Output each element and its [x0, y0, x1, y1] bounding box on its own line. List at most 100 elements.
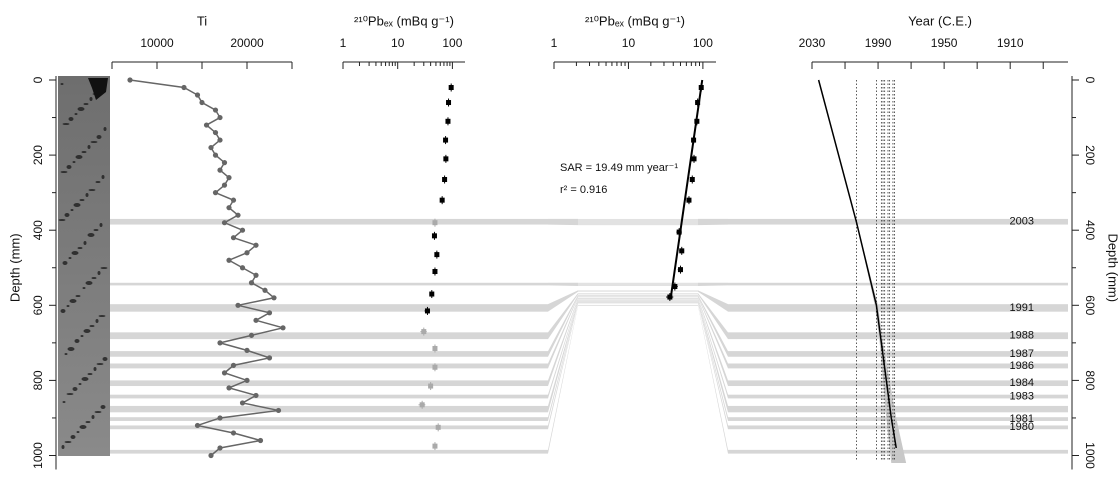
core-spot	[89, 189, 96, 191]
ti-point	[222, 370, 227, 375]
core-spot	[99, 315, 106, 317]
ti-point	[217, 168, 222, 173]
pb-point	[432, 269, 437, 274]
event-band-taper	[548, 298, 578, 386]
core-spot	[101, 267, 108, 269]
event-year-label: 1984	[1010, 377, 1034, 389]
core-spot	[92, 277, 97, 279]
pb-point	[425, 308, 430, 313]
ti-point	[240, 400, 245, 405]
ti-point	[217, 115, 222, 120]
x-tick-label: 10000	[140, 36, 174, 50]
core-spot	[96, 319, 99, 323]
ti-point	[208, 453, 213, 458]
core-spot	[67, 165, 72, 169]
core-spot	[97, 363, 104, 365]
ti-point	[244, 250, 249, 255]
event-band	[110, 283, 548, 286]
panel-title: Year (C.E.)	[908, 13, 972, 28]
fit-line	[671, 80, 702, 298]
event-band	[110, 395, 548, 399]
ti-point	[280, 325, 285, 330]
ti-point	[231, 235, 236, 240]
ti-point	[240, 228, 245, 233]
ti-point	[217, 445, 222, 450]
core-spot	[79, 383, 82, 385]
core-spot	[82, 151, 87, 153]
y-tick-label: 400	[1083, 220, 1097, 240]
core-spot	[86, 281, 93, 285]
ti-point	[222, 220, 227, 225]
core-spot	[63, 261, 68, 265]
x-tick-label: 20000	[230, 36, 264, 50]
core-spot	[59, 219, 66, 221]
core-spot	[95, 411, 102, 413]
event-year-label: 1988	[1010, 330, 1034, 342]
core-spot	[84, 241, 87, 245]
pb-point	[436, 425, 441, 430]
event-band-taper	[698, 302, 728, 421]
event-band-taper	[698, 302, 728, 429]
core-spot	[75, 113, 78, 115]
event-band	[110, 450, 548, 454]
event-band	[110, 380, 548, 386]
core-spot	[71, 209, 74, 211]
ti-point	[235, 303, 240, 308]
core-spot	[80, 425, 87, 429]
event-band-taper	[698, 219, 728, 225]
event-band	[728, 406, 1068, 412]
event-band-compressed	[578, 305, 698, 306]
pb-point	[692, 156, 697, 161]
core-spot	[70, 299, 77, 303]
core-spot	[97, 135, 102, 139]
event-band-compressed	[578, 302, 698, 303]
ti-point	[267, 310, 272, 315]
annotation: r² = 0.916	[560, 184, 607, 196]
core-spot	[94, 229, 99, 231]
core-spot	[61, 171, 68, 173]
event-band-taper	[548, 219, 578, 225]
ti-point	[271, 295, 276, 300]
ti-point	[195, 92, 200, 97]
core-spot	[81, 335, 84, 337]
x-tick-label: 1990	[865, 36, 892, 50]
pb-point	[445, 119, 450, 124]
ti-point	[213, 153, 218, 158]
core-spot	[100, 223, 103, 227]
pb-point	[432, 233, 437, 238]
ti-point	[195, 423, 200, 428]
ti-point	[199, 100, 204, 105]
pb-point	[443, 138, 448, 143]
event-band-taper	[698, 283, 728, 286]
core-spot	[88, 233, 95, 237]
core-spot	[69, 117, 74, 121]
event-band	[110, 406, 548, 412]
ti-point	[249, 280, 254, 285]
event-band	[110, 417, 548, 421]
ti-point	[208, 145, 213, 150]
core-spot	[78, 107, 85, 111]
core-spot	[67, 305, 70, 307]
ti-point	[253, 318, 258, 323]
event-band-compressed	[578, 296, 698, 297]
ti-point	[213, 107, 218, 112]
y-axis-title: Depth (mm)	[7, 233, 22, 302]
core-spot	[91, 141, 98, 143]
pb-point	[679, 248, 684, 253]
event-band-compressed	[578, 301, 698, 302]
core-spot	[94, 367, 97, 371]
core-spot	[84, 329, 91, 333]
core-spot	[90, 97, 93, 101]
event-band-compressed	[578, 298, 698, 299]
event-band	[110, 351, 548, 357]
event-band-compressed	[578, 293, 698, 294]
core-spot	[62, 445, 65, 449]
x-tick-label: 1	[340, 36, 347, 50]
core-spot	[92, 415, 95, 419]
core-spot	[61, 83, 64, 85]
event-year-label: 1987	[1010, 348, 1034, 360]
ti-point	[244, 378, 249, 383]
event-band	[110, 219, 548, 225]
ti-point	[217, 415, 222, 420]
ti-point	[226, 258, 231, 263]
